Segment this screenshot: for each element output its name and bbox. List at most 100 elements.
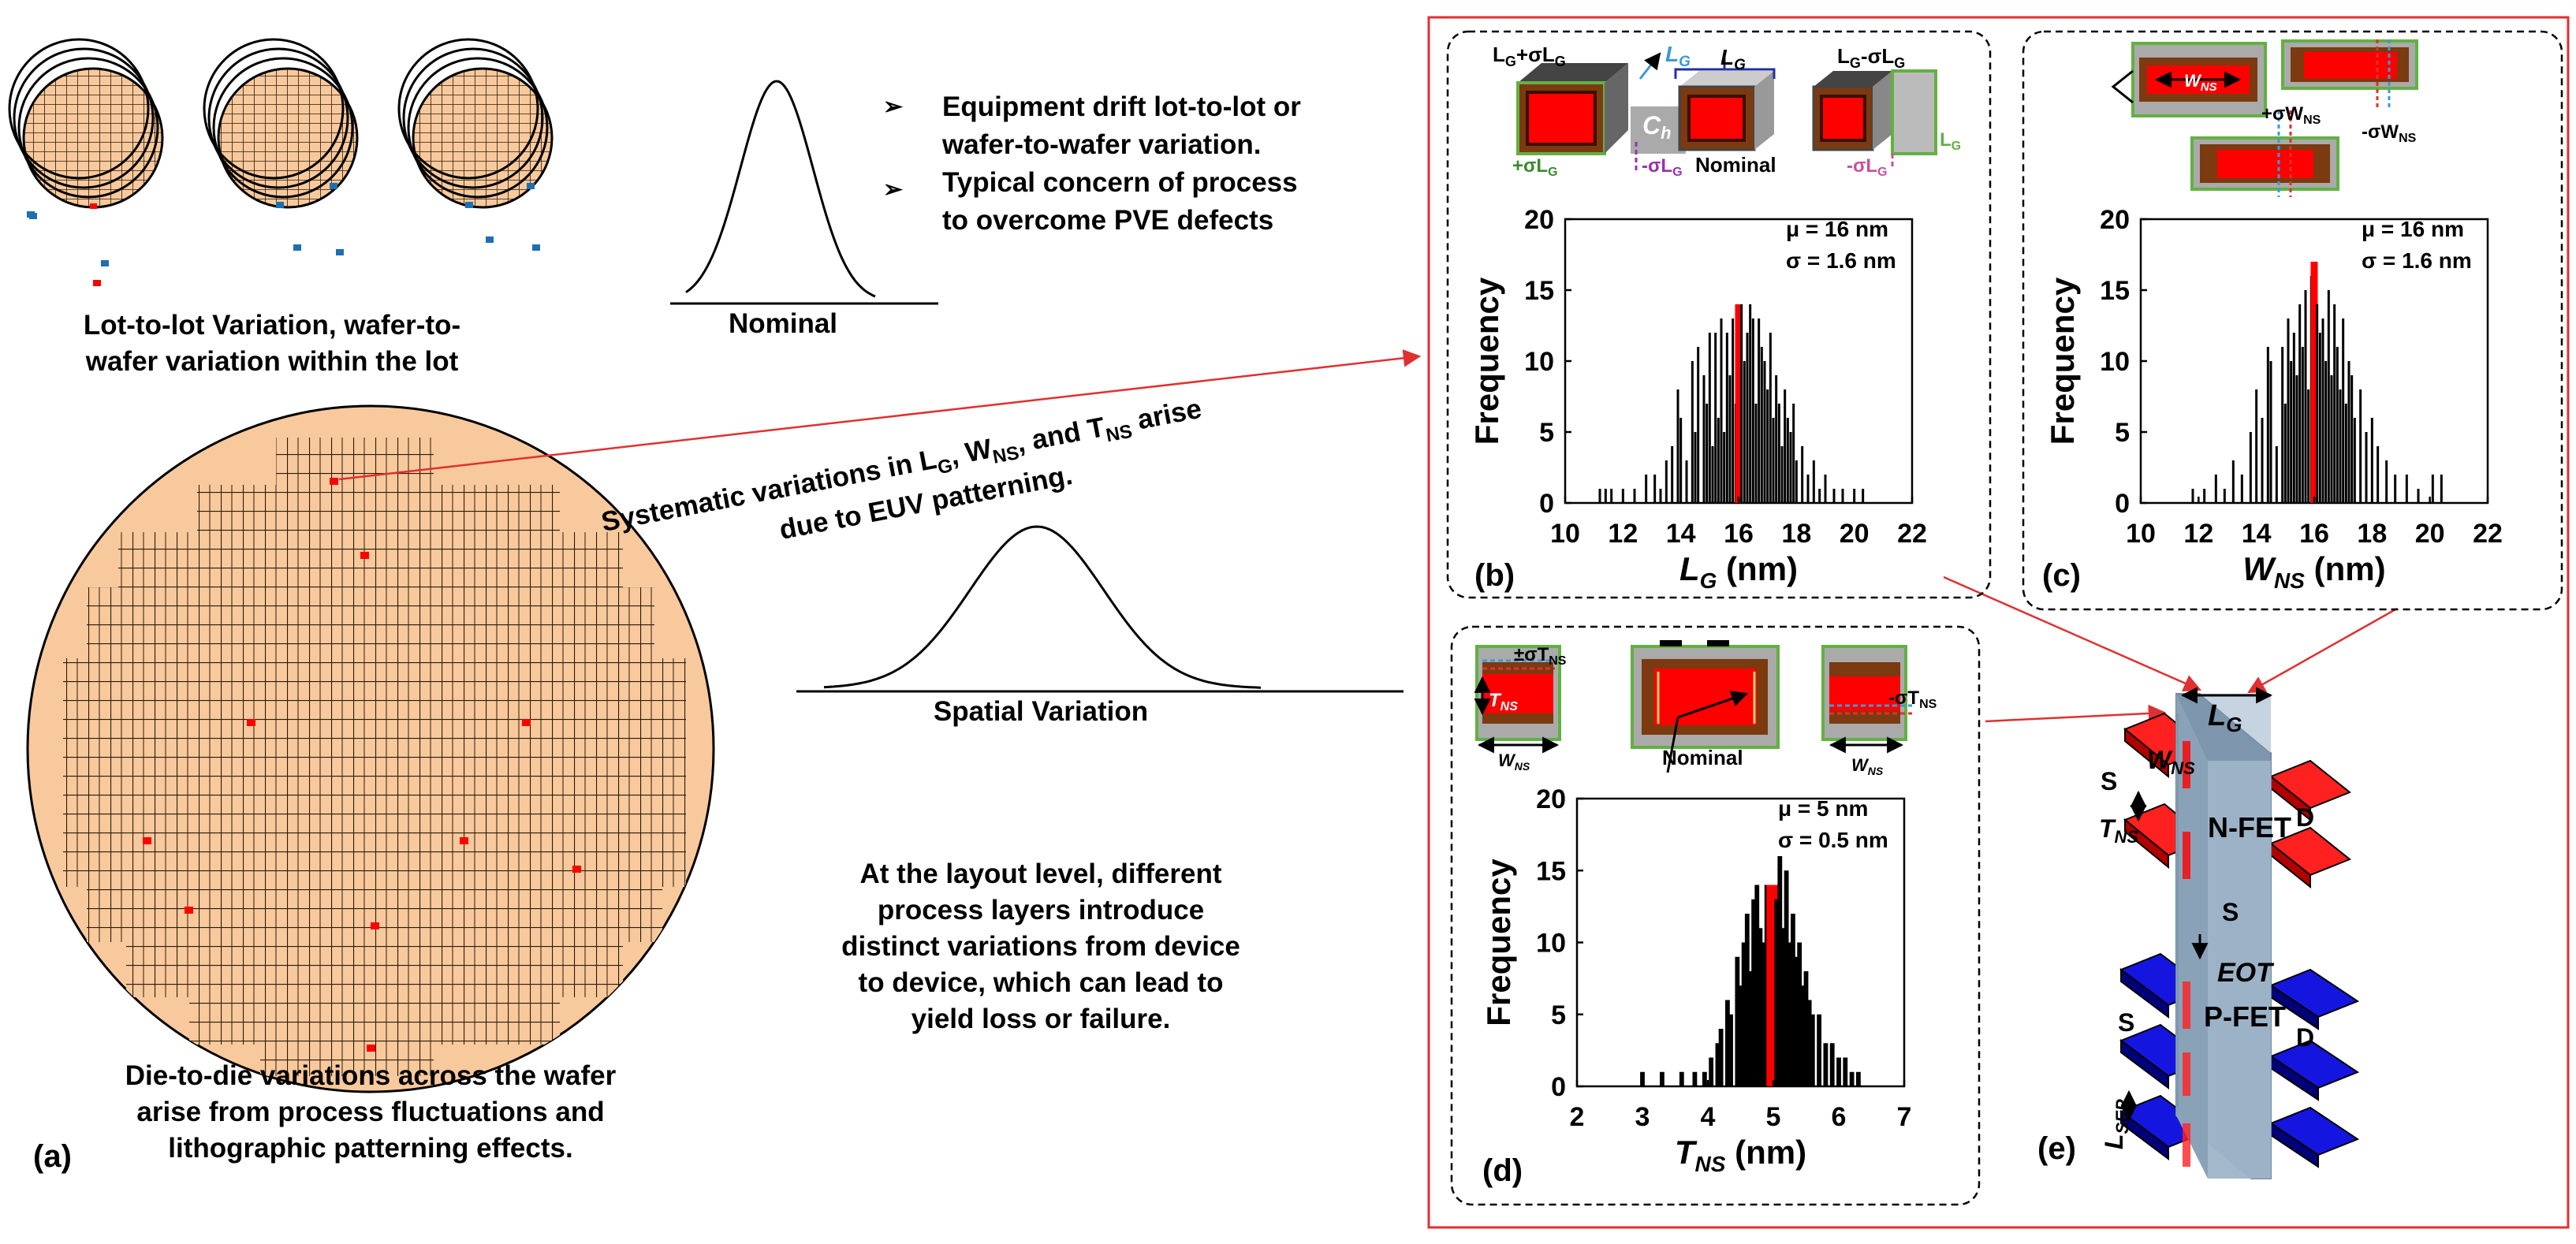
histogram-bar [1787,942,1792,1086]
histogram-bar [2261,418,2264,503]
panel-d-labels: ±σTNS TNS WNS Nominal -σTNS WNS (d) [1482,644,1937,1188]
histogram-bar [1795,460,1798,503]
histogram-bar [2394,475,2397,503]
histogram-bar [2307,389,2310,503]
histogram-bar [2353,418,2356,503]
histogram-bar [2298,304,2302,503]
panel-c-box [2022,30,2563,611]
panel-a-letter: (a) [33,1139,72,1174]
histogram-bar [2281,347,2284,503]
histogram-tns: 0 5 10 15 20 2 3 4 5 6 7 Frequency TNS (nm) μ = 5 nm σ… [1480,784,1911,1176]
histogram-bar [1724,1000,1730,1086]
histogram-bar [2377,446,2380,503]
histogram-bar [1659,489,1662,503]
y-tick-label: 5 [1551,1000,1566,1030]
histogram-bar [1720,318,1723,503]
histogram-bar [2324,361,2328,503]
histogram-bar [1849,1071,1855,1086]
histogram-bar [1790,914,1795,1086]
histogram-bar [1806,1000,1812,1086]
histogram-bar [2240,475,2243,503]
histogram-bar [1801,446,1804,503]
svg-text:D: D [2296,1023,2314,1052]
tns-variation-diagram [1474,640,1912,773]
svg-text:S: S [2118,1008,2134,1037]
histogram-bar [2342,318,2345,503]
svg-text:+σLG: +σLG [1512,155,1558,179]
histogram-bar [1697,347,1700,503]
bullet-line-3: Typical concern of process [942,167,1298,198]
histogram-bar [1735,956,1740,1086]
histogram-bar [2316,304,2319,503]
panel-e-letter: (e) [2037,1131,2076,1166]
histogram-bar [1709,1057,1714,1086]
y-tick-label: 5 [1539,418,1554,448]
histogram-bar [1676,389,1679,503]
zoom-arrow-to-b [338,349,1422,481]
histogram-bar [1818,489,1821,503]
histogram-bar [1789,432,1792,503]
mean-bar [1735,304,1743,503]
histogram-bar [1723,432,1726,503]
x-tick-label: 20 [2415,519,2445,549]
histogram-bar [1754,404,1758,503]
x-tick-label: 18 [1781,519,1811,549]
histogram-bar [1749,304,1752,503]
y-tick-label: 10 [2100,347,2130,377]
stats-label: μ = 5 nm [1778,796,1868,821]
histogram-bar [2347,361,2350,503]
histogram-bar [1836,1057,1841,1086]
y-axis-label: Frequency [1480,859,1517,1026]
svg-text:Nominal: Nominal [1662,746,1743,769]
y-tick-label: 10 [1536,929,1566,959]
nominal-label: Nominal [729,308,837,339]
arrow-d-to-e [1985,704,2167,723]
svg-text:WNS: WNS [2147,746,2195,778]
y-tick-label: 0 [1539,489,1554,519]
histogram-bar [1671,446,1674,503]
histogram-bar [1777,856,1783,1086]
histogram-bar [1853,489,1856,503]
histogram-bar [1714,333,1717,503]
histogram-bar [1774,899,1780,1086]
histogram-lg: 0 5 10 15 20 10 12 14 16 18 20 22 Frequency LG (nm) μ … [1468,205,1927,593]
histogram-bar [1775,375,1778,503]
panel-c-letter: (c) [2042,558,2081,593]
histogram-bar [2287,318,2290,503]
right-frame [1427,16,2570,1229]
histogram-bar [1784,389,1787,503]
y-tick-label: 20 [1524,205,1554,235]
histogram-bar [1604,489,1607,503]
svg-text:±σTNS: ±σTNS [1514,644,1567,668]
gaa-device-3d [2119,687,2360,1179]
big-wafer [26,404,715,1093]
x-axis-label: WNS (nm) [2242,550,2385,593]
x-axis-label: LG (nm) [1679,550,1798,593]
histogram-bar [1772,418,1775,503]
svg-text:LSEP: LSEP [2100,1099,2132,1149]
svg-text:N-FET: N-FET [2208,811,2291,844]
histogram-bar [2431,475,2434,503]
lot-wafer-markers [27,183,540,286]
histogram-bar [2269,361,2272,503]
stats-label: μ = 16 nm [2362,217,2464,241]
histogram-bar [1797,942,1802,1086]
histogram-bar [1692,1071,1698,1086]
euv-annotation: Systematic variations in LG, WNS, and TN… [598,393,1204,546]
histogram-bar [1832,489,1836,503]
histogram-bar [1829,1043,1835,1086]
bullet-arrow-1: ➢ [883,94,904,120]
svg-text:S: S [2222,898,2239,926]
histogram-bar [2275,446,2278,503]
histogram-bar [2255,389,2258,503]
x-tick-label: 16 [1724,519,1754,549]
histogram-bar [1621,489,1624,503]
histogram-bar [2359,389,2362,503]
histogram-bar [1741,942,1747,1086]
histogram-bar [1685,460,1688,503]
histogram-bar [1715,1043,1720,1086]
x-tick-label: 20 [1840,519,1870,549]
histogram-bar [1744,914,1750,1086]
histogram-bar [2327,290,2330,503]
panel-d-letter: (d) [1482,1153,1523,1188]
